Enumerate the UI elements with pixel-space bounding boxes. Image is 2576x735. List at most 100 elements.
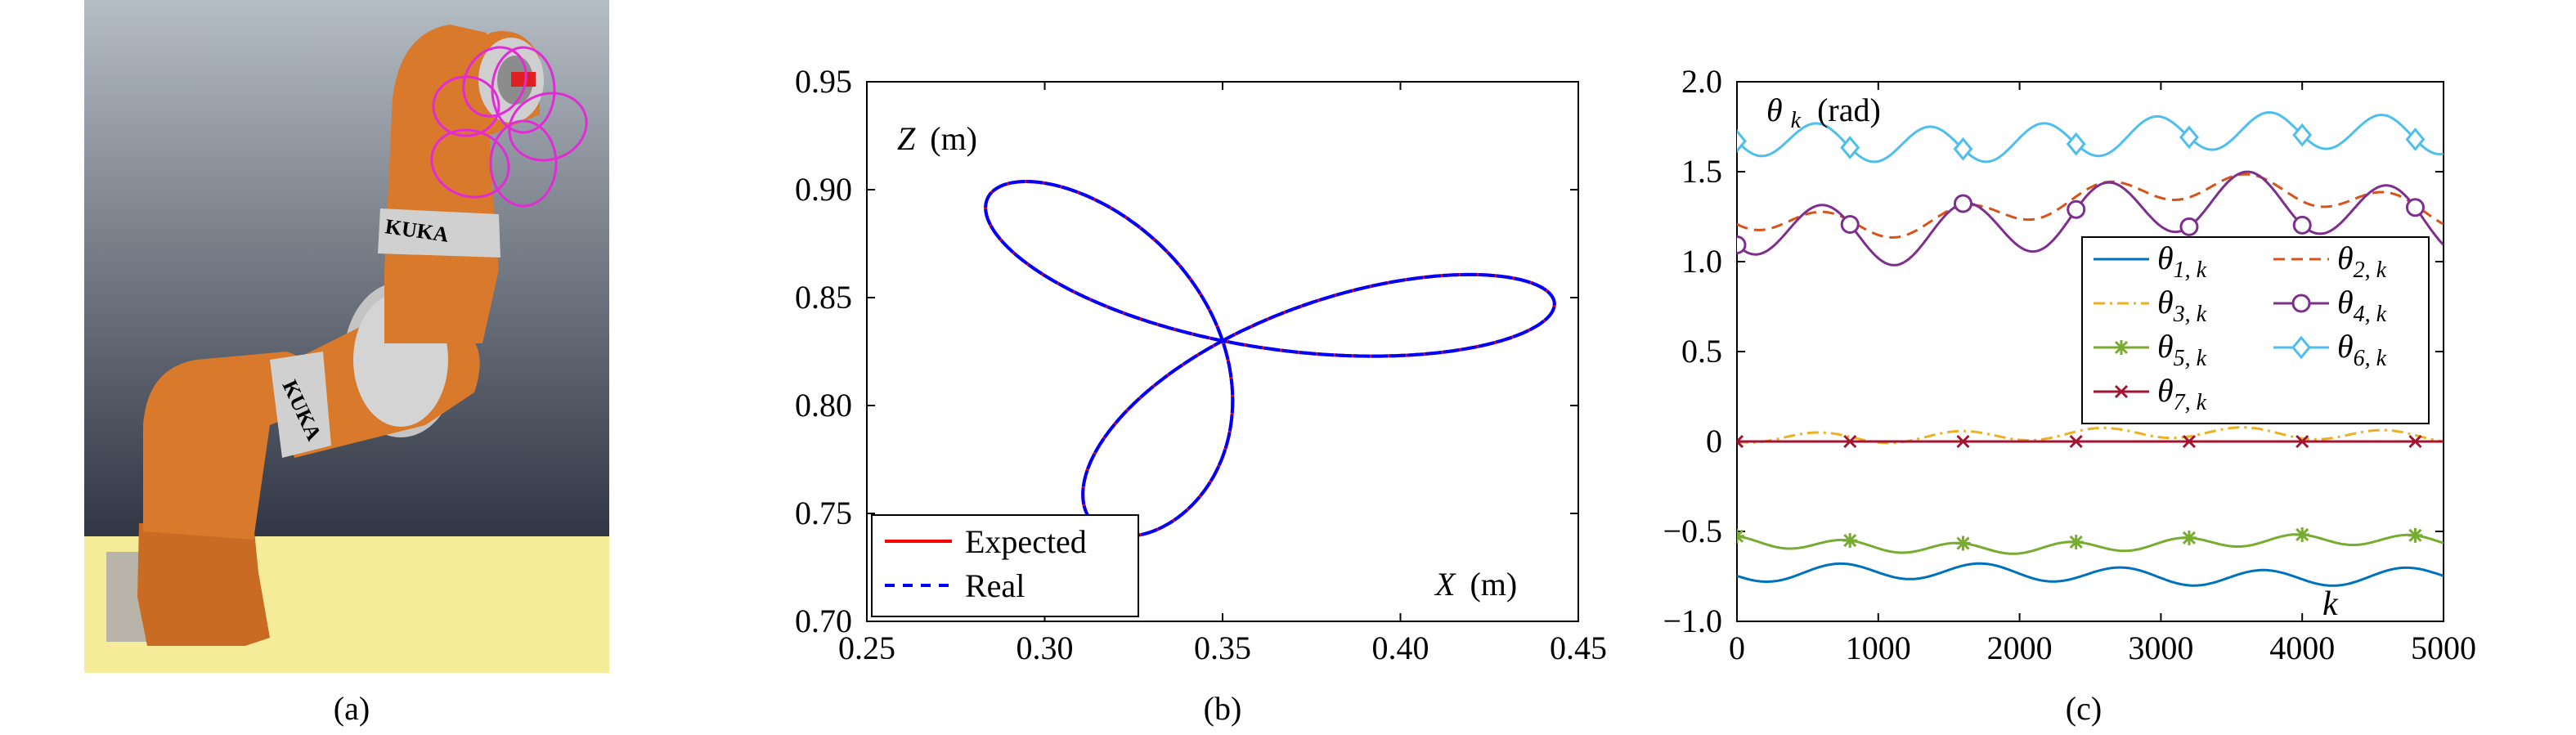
- series-theta-7-marker: [2069, 434, 2083, 449]
- robot-band-upper: [378, 208, 500, 258]
- panel-c-label: (c): [2066, 690, 2102, 727]
- chart-b-x-tick-label: 0.45: [1550, 630, 1607, 666]
- legend-theta-3-label: θ3, k: [2157, 284, 2207, 327]
- chart-c-y-tick-label: 0: [1706, 423, 1722, 459]
- series-theta-7-marker: [2296, 434, 2309, 449]
- chart-b-x-axis: 0.25 0.30 0.35 0.40 0.45: [838, 82, 1607, 666]
- chart-c-ylabel-unit: (rad): [1817, 92, 1881, 128]
- legend-theta-4-marker: [2291, 294, 2311, 313]
- series-theta-5-marker: [1955, 536, 1971, 551]
- series-theta-4-marker: [2405, 198, 2425, 217]
- legend-theta-1-label: θ1, k: [2157, 240, 2207, 283]
- chart-b-y-tick-label: 0.95: [795, 63, 852, 100]
- series-theta-6-marker: [2179, 125, 2199, 150]
- legend-theta-6-label: θ6, k: [2337, 328, 2387, 371]
- legend-real-label: Real: [965, 567, 1025, 604]
- series-theta-2-line: [1737, 173, 2444, 240]
- panel-a-label: (a): [334, 690, 370, 727]
- series-theta-6-marker: [2066, 132, 2086, 156]
- chart-c-series: [1737, 111, 2444, 587]
- robot-tool: [511, 72, 536, 87]
- series-theta-6-marker: [2292, 123, 2313, 147]
- series-theta-7-marker: [1956, 434, 1970, 449]
- legend-theta-5-label: θ5, k: [2157, 328, 2207, 371]
- chart-b-ylabel-unit: (m): [930, 120, 977, 157]
- series-theta-5-marker: [2068, 534, 2084, 549]
- chart-c-y-tick-label: 0.5: [1681, 333, 1722, 370]
- chart-c-y-axis: −1.0 −0.5 0 0.5 1.0 1.5 2.0: [1663, 63, 2444, 639]
- chart-b-xlabel: X (m): [1434, 566, 1517, 603]
- series-real-line: [984, 180, 1556, 539]
- series-theta-5-marker: [1737, 528, 1744, 544]
- chart-c-y-tick-label: 1.0: [1681, 243, 1722, 280]
- panel-b-label: (b): [1204, 690, 1242, 727]
- series-theta-6-marker: [1737, 129, 1747, 153]
- series-theta-7-marker: [2182, 434, 2197, 449]
- chart-c-x-tick-label: 1000: [1846, 630, 1911, 666]
- series-theta-5-marker: [2295, 527, 2310, 542]
- robot-band-lower: [270, 352, 331, 458]
- legend-theta-2-label: θ2, k: [2337, 240, 2387, 283]
- chart-b-ylabel-var: Z: [897, 120, 916, 157]
- chart-c-y-tick-label: −1.0: [1663, 603, 1722, 639]
- series-theta-6-marker: [2405, 128, 2426, 151]
- series-theta-4-marker: [1737, 235, 1747, 254]
- series-theta-4-marker: [1840, 215, 1860, 235]
- series-theta-4-marker: [2067, 199, 2086, 219]
- chart-b-xlabel-unit: (m): [1470, 566, 1517, 603]
- robot-link-lower: [143, 352, 312, 540]
- chart-c-y-tick-label: −0.5: [1663, 513, 1722, 549]
- chart-b-y-tick-label: 0.90: [795, 171, 852, 208]
- chart-c-ylabel-sub: k: [1791, 108, 1802, 133]
- chart-c-x-tick-label: 0: [1729, 630, 1745, 666]
- chart-b-xlabel-var: X: [1434, 566, 1456, 603]
- chart-b-x-tick-label: 0.30: [1016, 630, 1074, 666]
- chart-b-y-tick-label: 0.80: [795, 387, 852, 424]
- robot-base: [137, 523, 270, 646]
- chart-b-y-tick-label: 0.85: [795, 279, 852, 316]
- chart-c-x-tick-label: 3000: [2128, 630, 2193, 666]
- end-effector-trace: [430, 46, 588, 208]
- chart-b-y-tick-label: 0.75: [795, 495, 852, 531]
- chart-b-x-tick-label: 0.35: [1194, 630, 1251, 666]
- series-theta-5-marker: [2408, 527, 2423, 543]
- series-theta-7-marker: [1737, 434, 1744, 449]
- chart-b: 0.25 0.30 0.35 0.40 0.45 0.70 0.75 0.80 0.85 0.9…: [795, 63, 1607, 666]
- legend-expected-label: Expected: [965, 523, 1087, 560]
- robot-render: KUKA KUKA: [84, 0, 609, 673]
- chart-c-y-tick-label: 2.0: [1681, 63, 1722, 100]
- chart-b-x-tick-label: 0.25: [838, 630, 895, 666]
- series-theta-4-marker: [2292, 215, 2312, 235]
- chart-c-ylabel-var: θ: [1766, 92, 1783, 128]
- chart-c-x-tick-label: 5000: [2411, 630, 2476, 666]
- chart-c: 0 1000 2000 3000 4000 5000 −1.0 −0.5 0 0.5 1.0 1.5…: [1663, 63, 2476, 666]
- chart-c-legend: θ1, k θ2, k θ3, k θ4, k θ5, k θ6, k θ7, k: [2081, 236, 2430, 424]
- chart-b-ylabel: Z (m): [897, 120, 977, 157]
- chart-b-x-tick-label: 0.40: [1372, 630, 1429, 666]
- chart-c-xlabel: k: [2322, 585, 2339, 623]
- legend-theta-4-label: θ4, k: [2337, 284, 2387, 327]
- chart-c-ylabel: θ k (rad): [1766, 92, 1881, 135]
- series-theta-5-marker: [1842, 533, 1858, 549]
- legend-theta-6-marker: [2291, 335, 2311, 360]
- legend-theta-5-marker: [2114, 340, 2129, 355]
- series-theta-5-marker: [2181, 530, 2197, 545]
- series-theta-1-line: [1737, 562, 2444, 587]
- chart-b-legend-box: [871, 514, 1139, 617]
- chart-c-x-axis: 0 1000 2000 3000 4000 5000: [1729, 82, 2476, 666]
- series-theta-6-marker: [1840, 136, 1860, 159]
- chart-b-y-tick-label: 0.70: [795, 603, 852, 639]
- series-theta-6-marker: [1953, 137, 1973, 161]
- chart-b-legend: Expected Real: [871, 514, 1139, 617]
- chart-b-y-axis: 0.70 0.75 0.80 0.85 0.90 0.95: [795, 63, 1578, 639]
- series-theta-7-marker: [1843, 434, 1857, 449]
- chart-c-y-tick-label: 1.5: [1681, 153, 1722, 190]
- series-theta-4-marker: [1953, 194, 1972, 213]
- legend-theta-7-label: θ7, k: [2157, 372, 2207, 415]
- series-theta-4-marker: [2179, 217, 2199, 236]
- series-theta-7-marker: [2408, 434, 2422, 449]
- chart-c-x-tick-label: 4000: [2269, 630, 2335, 666]
- chart-c-x-tick-label: 2000: [1987, 630, 2053, 666]
- legend-theta-7-marker: [2114, 384, 2129, 399]
